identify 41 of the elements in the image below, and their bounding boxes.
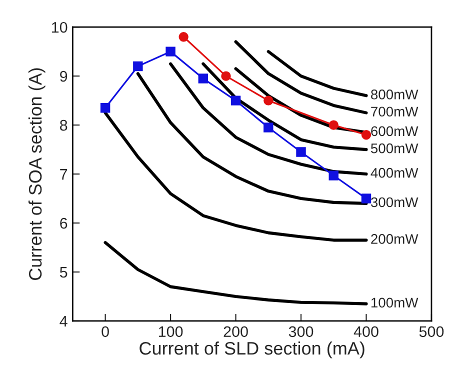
point [198, 74, 208, 84]
y-tick-label: 4 [60, 316, 68, 327]
y-tick-label: 10 [52, 22, 68, 33]
point [264, 122, 274, 132]
point [328, 120, 338, 130]
x-tick-label: 0 [102, 326, 109, 338]
y-tick-label: 8 [60, 120, 68, 131]
series-label: 500mW [370, 143, 418, 154]
point [133, 61, 143, 72]
series-label: 800mW [371, 90, 418, 100]
point [361, 194, 372, 204]
y-tick-label: 9 [60, 70, 68, 82]
y-tick-label: 6 [60, 218, 68, 229]
point [296, 147, 306, 157]
series-label: 400mW [370, 168, 418, 178]
x-tick-label: 200 [224, 326, 248, 338]
series-label: 600mW [371, 126, 418, 136]
y-tick-label: 5 [60, 267, 68, 278]
line-series [234, 40, 368, 114]
x-tick-label: 300 [288, 326, 314, 338]
series-label: 200mW [371, 234, 418, 244]
point [221, 71, 231, 81]
point [230, 96, 241, 106]
series-label: 700mW [371, 106, 418, 117]
point [361, 130, 372, 140]
y-tick-label: 7 [60, 169, 68, 180]
x-tick-label: 500 [419, 326, 444, 338]
series-label: 100mW [371, 298, 418, 308]
point [178, 32, 188, 42]
point [166, 46, 176, 56]
point [100, 103, 110, 113]
x-axis-title: Current of SLD section (mA) [140, 341, 364, 358]
y-axis-title: Current of SOA section (A) [28, 68, 46, 280]
series-label: 300mW [370, 197, 418, 208]
x-tick-label: 100 [158, 326, 183, 338]
x-tick-label: 400 [354, 326, 378, 338]
point [264, 96, 274, 106]
point [328, 170, 338, 180]
line-series [266, 50, 368, 98]
line-series [104, 241, 368, 306]
line-series [202, 62, 368, 152]
